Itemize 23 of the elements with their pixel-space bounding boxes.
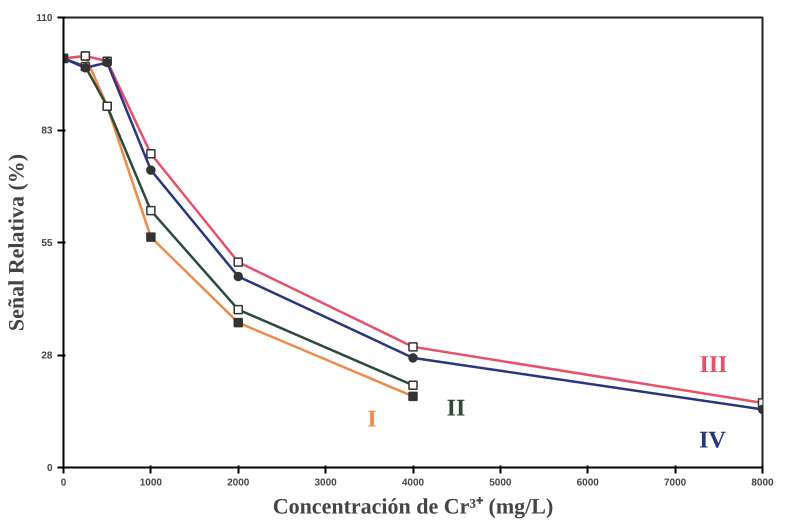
x-tick-label: 1000	[140, 478, 162, 488]
x-tick-label: 2000	[227, 478, 250, 488]
x-tick-label: 3000	[314, 478, 338, 488]
x-axis-title: Concentración de Cr³⁺ (mg/L)	[272, 494, 554, 518]
x-tick-label: 5000	[489, 478, 512, 488]
y-tick-label: 110	[36, 13, 53, 24]
x-tick-label: 0	[60, 478, 67, 488]
series-label: I	[367, 406, 377, 432]
point	[408, 380, 418, 390]
point	[146, 206, 156, 216]
x-tick-label: 6000	[576, 478, 600, 488]
series-label: II	[446, 395, 466, 422]
y-axis-title: Señal Relativa (%)	[3, 154, 28, 332]
x-tick-label: 8000	[751, 478, 774, 488]
series-label: IV	[699, 427, 727, 454]
x-tick-label: 7000	[664, 478, 687, 488]
y-tick-label: 83	[41, 126, 53, 136]
series-label: III	[699, 352, 728, 378]
y-tick-label: 28	[41, 350, 53, 362]
y-tick-label: 55	[41, 238, 53, 249]
x-tick-label: 4000	[402, 478, 425, 488]
y-tick-label: 0	[46, 463, 53, 474]
point	[234, 304, 243, 314]
